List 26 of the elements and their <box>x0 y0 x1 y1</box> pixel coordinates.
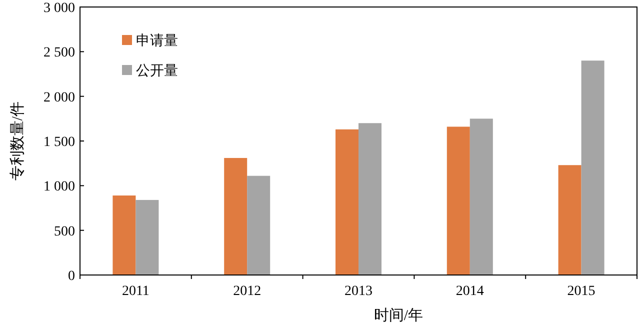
y-tick-label: 2 000 <box>44 90 75 106</box>
y-tick-label: 1 000 <box>44 180 75 195</box>
legend-label: 公开量 <box>136 63 178 79</box>
x-axis-title: 时间/年 <box>374 307 424 324</box>
x-tick-label: 2012 <box>233 284 262 299</box>
y-axis-title: 专利数量/件 <box>9 101 26 181</box>
bar <box>558 165 582 275</box>
x-tick-label: 2013 <box>344 284 372 299</box>
bar <box>336 129 358 275</box>
x-tick-label: 2014 <box>456 284 484 299</box>
legend-label: 申请量 <box>136 33 178 49</box>
y-tick-label: 2 500 <box>44 46 75 61</box>
bar <box>470 118 493 275</box>
y-tick-label: 3 000 <box>44 1 75 16</box>
bar <box>247 176 270 275</box>
bar <box>581 60 604 275</box>
y-tick-label: 500 <box>54 224 75 240</box>
y-tick-label: 1 500 <box>44 135 75 150</box>
bar <box>136 200 159 275</box>
bar <box>446 126 470 275</box>
x-tick-label: 2011 <box>122 284 150 299</box>
bar <box>358 123 382 275</box>
bar <box>112 195 136 275</box>
bar <box>224 158 248 275</box>
y-tick-label: 0 <box>68 269 75 284</box>
x-tick-label: 2015 <box>567 284 596 299</box>
